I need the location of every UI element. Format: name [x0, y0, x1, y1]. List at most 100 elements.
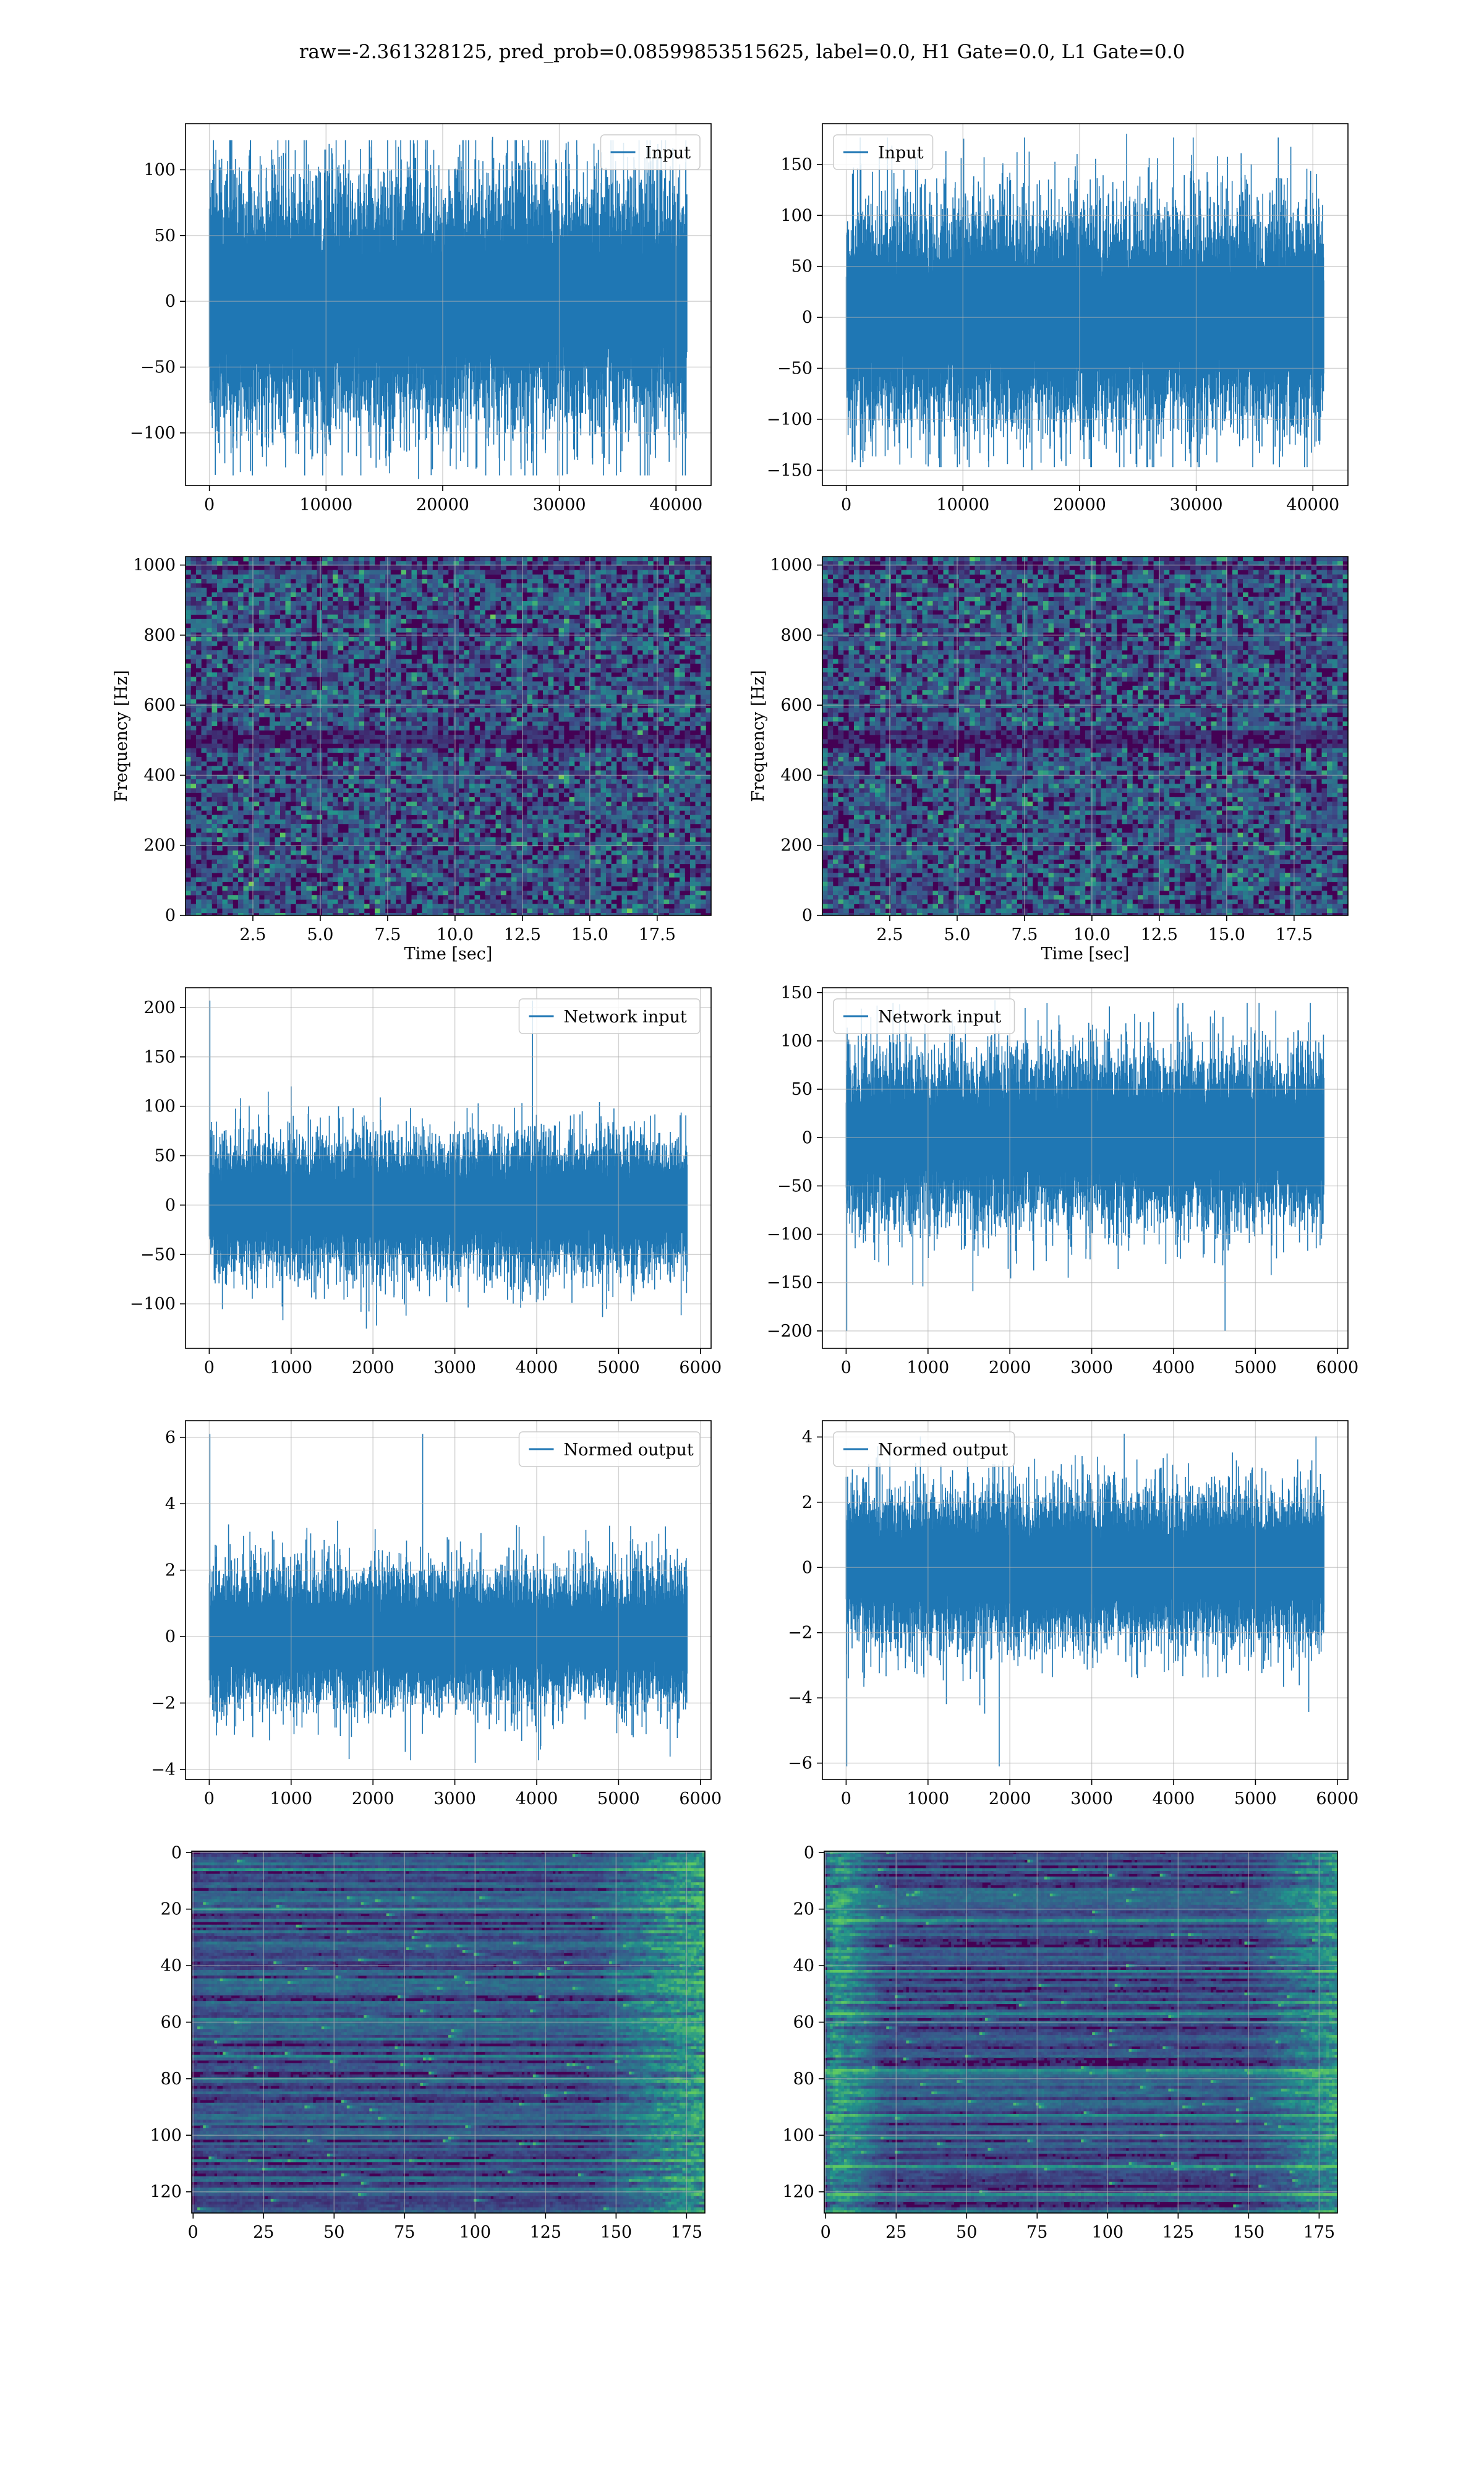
heatmap-cell	[264, 877, 270, 882]
heatmap-cell	[322, 579, 328, 584]
heatmap-cell	[516, 681, 522, 687]
heatmap-cell	[490, 779, 496, 784]
heatmap-cell	[417, 873, 422, 878]
heatmap-cell	[569, 779, 575, 784]
heatmap-cell	[569, 717, 575, 722]
heatmap-cell	[532, 886, 538, 891]
heatmap-cell	[190, 779, 197, 784]
heatmap-cell	[406, 743, 412, 748]
heatmap-cell	[285, 792, 291, 798]
heatmap-cell	[280, 886, 286, 891]
heatmap-cell	[427, 650, 433, 655]
heatmap-cell	[380, 618, 386, 624]
heatmap-cell	[354, 618, 359, 624]
heatmap-cell	[327, 774, 333, 780]
heatmap-cell	[364, 610, 370, 615]
heatmap-cell	[207, 614, 212, 620]
heatmap-cell	[348, 699, 354, 704]
heatmap-cell	[196, 824, 202, 829]
heatmap-cell	[322, 681, 328, 687]
heatmap-cell	[579, 565, 586, 570]
heatmap-cell	[259, 681, 265, 687]
heatmap-cell	[427, 774, 433, 780]
heatmap-cell	[485, 788, 491, 793]
heatmap-cell	[474, 846, 480, 851]
heatmap-cell	[186, 726, 191, 731]
heatmap-cell	[574, 685, 580, 691]
heatmap-cell	[443, 557, 449, 562]
heatmap-cell	[312, 828, 317, 833]
heatmap-cell	[522, 792, 527, 798]
heatmap-cell	[569, 726, 575, 731]
heatmap-cell	[522, 863, 527, 869]
heatmap-cell	[516, 606, 522, 610]
heatmap-cell	[543, 735, 548, 740]
heatmap-cell	[469, 654, 475, 659]
heatmap-cell	[553, 886, 559, 891]
heatmap-cell	[469, 641, 475, 646]
heatmap-cell	[186, 797, 191, 802]
heatmap-cell	[249, 770, 254, 776]
heatmap-cell	[333, 579, 338, 584]
heatmap-cell	[249, 601, 254, 606]
heatmap-cell	[569, 833, 575, 837]
heatmap-cell	[217, 761, 223, 766]
heatmap-cell	[338, 663, 344, 669]
heatmap-cell	[270, 726, 275, 731]
heatmap-cell	[322, 806, 328, 811]
heatmap-cell	[427, 824, 433, 829]
heatmap-cell	[396, 784, 401, 789]
heatmap-cell	[464, 699, 470, 704]
heatmap-cell	[432, 588, 438, 593]
heatmap-cell	[537, 806, 544, 811]
heatmap-cell	[338, 802, 344, 807]
heatmap-cell	[196, 583, 202, 588]
legend-label: Input	[646, 143, 691, 163]
heatmap-cell	[333, 859, 338, 865]
heatmap-cell	[480, 618, 485, 624]
heatmap-cell	[527, 606, 533, 610]
heatmap-cell	[511, 779, 517, 784]
heatmap-cell	[427, 904, 433, 909]
heatmap-cell	[396, 788, 401, 793]
spectrogram-left-panel: 2.5 5.0 7.5 10.0 12.5 15.0 17.5020040060080010…	[112, 556, 712, 964]
heatmap-cell	[291, 570, 296, 575]
heatmap-cell	[364, 735, 370, 740]
heatmap-cell	[275, 601, 281, 606]
heatmap-cell	[537, 877, 544, 882]
heatmap-cell	[259, 601, 265, 606]
heatmap-cell	[574, 650, 580, 655]
heatmap-cell	[217, 802, 223, 807]
heatmap-cell	[448, 628, 454, 633]
heatmap-cell	[380, 895, 386, 900]
heatmap-cell	[417, 837, 422, 842]
heatmap-cell	[485, 886, 491, 891]
heatmap-cell	[364, 819, 370, 824]
heatmap-cell	[569, 654, 575, 659]
heatmap-cell	[280, 899, 286, 904]
heatmap-cell	[501, 717, 506, 722]
heatmap-cell	[427, 752, 433, 758]
heatmap-cell	[411, 695, 417, 700]
heatmap-cell	[422, 654, 428, 659]
heatmap-cell	[232, 863, 239, 869]
heatmap-cell	[280, 592, 286, 597]
heatmap-cell	[553, 695, 559, 700]
heatmap-cell	[348, 779, 354, 784]
heatmap-cell	[401, 570, 407, 575]
heatmap-cell	[480, 846, 485, 851]
heatmap-cell	[574, 846, 580, 851]
heatmap-cell	[432, 623, 438, 628]
heatmap-cell	[217, 592, 223, 597]
heatmap-cell	[453, 636, 459, 642]
heatmap-cell	[327, 850, 333, 855]
heatmap-cell	[432, 717, 438, 722]
heatmap-cell	[186, 561, 191, 566]
heatmap-cell	[543, 873, 548, 878]
heatmap-cell	[459, 672, 464, 677]
heatmap-cell	[432, 761, 438, 766]
heatmap-cell	[537, 863, 544, 869]
heatmap-cell	[196, 784, 202, 789]
heatmap-cell	[327, 895, 333, 900]
heatmap-cell	[553, 659, 559, 664]
